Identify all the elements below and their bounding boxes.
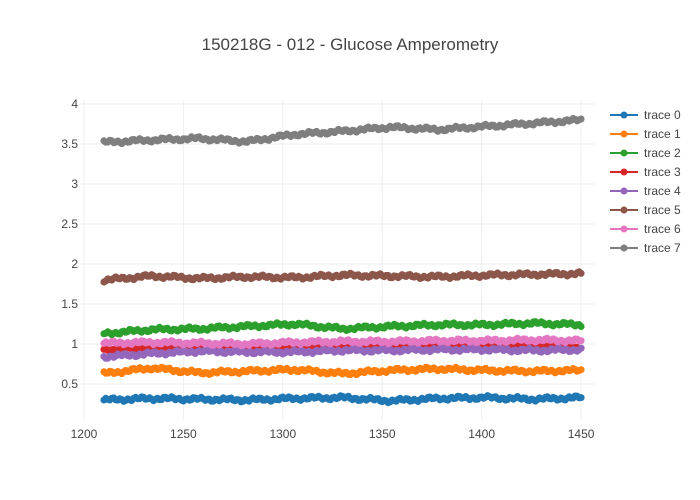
series-trace-4	[100, 344, 585, 362]
legend-item[interactable]: trace 0	[610, 108, 681, 122]
x-tick-label: 1250	[170, 427, 197, 441]
legend-label: trace 6	[644, 222, 681, 236]
data-point	[577, 269, 585, 277]
y-tick-label: 1.5	[61, 297, 78, 311]
data-point	[577, 344, 585, 352]
legend-label: trace 2	[644, 146, 681, 160]
series-trace-1	[100, 363, 585, 379]
x-tick-label: 1400	[468, 427, 495, 441]
legend-label: trace 4	[644, 184, 681, 198]
y-tick-label: 1	[71, 337, 78, 351]
series-trace-0	[100, 392, 585, 407]
legend-item[interactable]: trace 6	[610, 222, 681, 236]
y-tick-label: 2.5	[61, 217, 78, 231]
legend-item[interactable]: trace 1	[610, 127, 681, 141]
series-trace-7	[100, 115, 585, 148]
legend-swatch-marker	[620, 225, 628, 233]
chart-title: 150218G - 012 - Glucose Amperometry	[202, 35, 499, 54]
legend-label: trace 3	[644, 165, 681, 179]
y-tick-label: 4	[71, 97, 78, 111]
legend-label: trace 7	[644, 241, 681, 255]
legend-swatch-marker	[620, 244, 628, 252]
legend-item[interactable]: trace 7	[610, 241, 681, 255]
series-trace-2	[100, 318, 585, 339]
legend-label: trace 5	[644, 203, 681, 217]
data-point	[577, 115, 585, 123]
x-tick-label: 1350	[369, 427, 396, 441]
x-tick-label: 1200	[71, 427, 98, 441]
y-tick-label: 3	[71, 177, 78, 191]
plot-area	[100, 115, 585, 407]
data-point	[577, 323, 585, 330]
y-tick-label: 0.5	[61, 377, 78, 391]
legend-label: trace 0	[644, 108, 681, 122]
data-point	[577, 366, 585, 374]
data-point	[577, 337, 585, 345]
x-tick-label: 1300	[269, 427, 296, 441]
y-tick-label: 2	[71, 257, 78, 271]
legend-swatch-marker	[620, 187, 628, 195]
legend-swatch-marker	[620, 111, 628, 119]
legend-item[interactable]: trace 2	[610, 146, 681, 160]
grid-lines	[80, 100, 595, 420]
y-tick-label: 3.5	[61, 137, 78, 151]
legend-swatch-marker	[620, 206, 628, 214]
data-point	[577, 394, 585, 402]
series-trace-6	[100, 334, 585, 350]
legend-swatch-marker	[620, 168, 628, 176]
legend[interactable]: trace 0 trace 1 trace 2 trace 3 trace 4 trace…	[610, 108, 681, 255]
legend-item[interactable]: trace 4	[610, 184, 681, 198]
x-axis-ticks: 1200 1250 1300 1350 1400 1450	[71, 427, 595, 441]
legend-item[interactable]: trace 5	[610, 203, 681, 217]
legend-swatch-marker	[620, 130, 628, 138]
series-trace-5	[100, 268, 585, 286]
x-tick-label: 1450	[568, 427, 595, 441]
legend-item[interactable]: trace 3	[610, 165, 681, 179]
legend-swatch-marker	[620, 149, 628, 157]
y-axis-ticks: 0.5 1 1.5 2 2.5 3 3.5 4	[61, 97, 78, 391]
legend-label: trace 1	[644, 127, 681, 141]
